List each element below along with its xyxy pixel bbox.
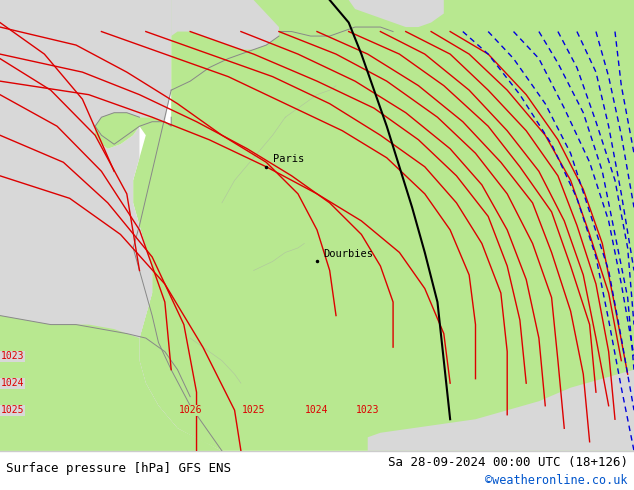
Text: 1025: 1025 — [1, 405, 25, 415]
Polygon shape — [368, 369, 634, 451]
Polygon shape — [0, 316, 222, 451]
Text: Paris: Paris — [273, 154, 304, 164]
Polygon shape — [0, 0, 222, 451]
Text: 1025: 1025 — [242, 405, 266, 415]
Text: Sa 28-09-2024 00:00 UTC (18+126): Sa 28-09-2024 00:00 UTC (18+126) — [387, 456, 628, 469]
Text: 1024: 1024 — [1, 378, 25, 388]
Polygon shape — [108, 0, 634, 451]
Text: 1023: 1023 — [356, 405, 380, 415]
Text: 1023: 1023 — [1, 351, 25, 361]
Polygon shape — [171, 0, 279, 49]
Polygon shape — [0, 225, 178, 433]
Polygon shape — [349, 0, 444, 27]
Text: 1024: 1024 — [305, 405, 329, 415]
Polygon shape — [95, 113, 139, 149]
Text: ©weatheronline.co.uk: ©weatheronline.co.uk — [485, 474, 628, 487]
Text: Dourbies: Dourbies — [323, 249, 373, 259]
Text: Surface pressure [hPa] GFS ENS: Surface pressure [hPa] GFS ENS — [6, 462, 231, 475]
Text: 1026: 1026 — [178, 405, 202, 415]
